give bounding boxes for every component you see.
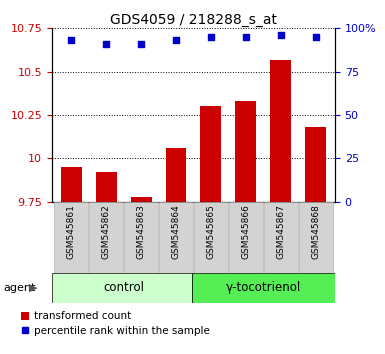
Text: GSM545862: GSM545862 [102, 204, 110, 259]
Point [103, 41, 109, 47]
Bar [299, 202, 333, 273]
Text: ▶: ▶ [29, 282, 37, 293]
Bar [159, 202, 193, 273]
Bar [61, 167, 82, 202]
Point [313, 34, 319, 40]
Text: GSM545865: GSM545865 [206, 204, 216, 259]
Bar [305, 127, 326, 202]
Bar [52, 273, 192, 303]
Text: GSM545868: GSM545868 [311, 204, 320, 259]
Point [138, 41, 144, 47]
Text: agent: agent [4, 282, 36, 293]
Bar [166, 148, 186, 202]
Point [243, 34, 249, 40]
Bar [131, 196, 152, 202]
Point [68, 38, 74, 43]
Text: GSM545864: GSM545864 [171, 204, 181, 259]
Legend: transformed count, percentile rank within the sample: transformed count, percentile rank withi… [21, 312, 210, 336]
Point [208, 34, 214, 40]
Bar [95, 172, 117, 202]
Text: control: control [103, 281, 144, 294]
Bar [54, 202, 88, 273]
Text: GSM545861: GSM545861 [67, 204, 76, 259]
Bar [89, 202, 123, 273]
Text: GSM545867: GSM545867 [276, 204, 285, 259]
Bar [229, 202, 263, 273]
Bar [264, 202, 298, 273]
Bar [201, 106, 221, 202]
Text: γ-tocotrienol: γ-tocotrienol [226, 281, 301, 294]
Point [278, 33, 284, 38]
Bar [194, 202, 228, 273]
Title: GDS4059 / 218288_s_at: GDS4059 / 218288_s_at [110, 13, 277, 27]
Bar [235, 101, 256, 202]
Text: GSM545863: GSM545863 [137, 204, 146, 259]
Bar [192, 273, 335, 303]
Text: GSM545866: GSM545866 [241, 204, 250, 259]
Point [173, 38, 179, 43]
Bar [124, 202, 158, 273]
Bar [270, 59, 291, 202]
